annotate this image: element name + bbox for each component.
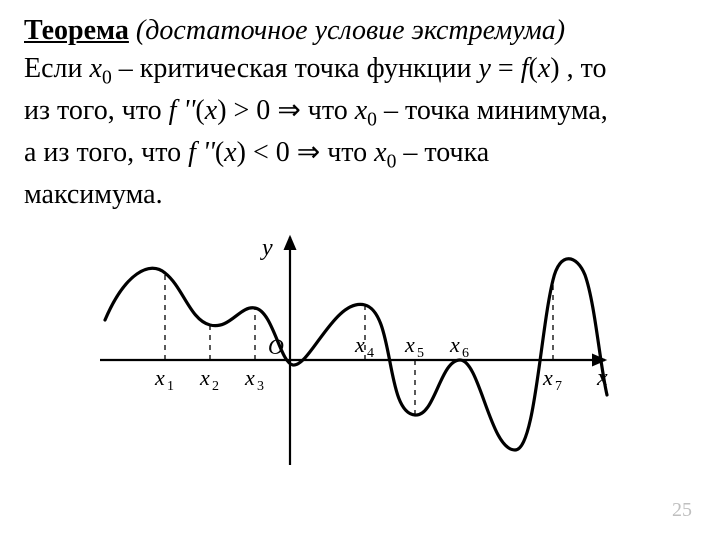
svg-text:x: x xyxy=(354,332,365,357)
svg-text:x: x xyxy=(404,332,415,357)
svg-text:3: 3 xyxy=(257,379,264,394)
svg-text:6: 6 xyxy=(462,346,469,361)
svg-text:x: x xyxy=(449,332,460,357)
svg-text:5: 5 xyxy=(417,346,424,361)
theorem-paren: (достаточное условие экстремума) xyxy=(129,15,565,46)
svg-text:x: x xyxy=(199,365,210,390)
svg-text:x: x xyxy=(154,365,165,390)
theorem-label: Теорема xyxy=(24,15,129,46)
function-graph: x1x2x3x4x5x6x7Oyx xyxy=(95,225,625,500)
svg-text:1: 1 xyxy=(167,379,174,394)
svg-text:2: 2 xyxy=(212,379,219,394)
graph-svg: x1x2x3x4x5x6x7Oyx xyxy=(95,225,625,495)
svg-text:x: x xyxy=(244,365,255,390)
svg-text:y: y xyxy=(260,235,273,261)
page-number: 25 xyxy=(672,499,692,522)
svg-text:7: 7 xyxy=(555,379,562,394)
theorem-text: Теорема (достаточное условие экстремума)… xyxy=(24,12,696,214)
svg-text:x: x xyxy=(542,365,553,390)
svg-text:4: 4 xyxy=(367,346,374,361)
